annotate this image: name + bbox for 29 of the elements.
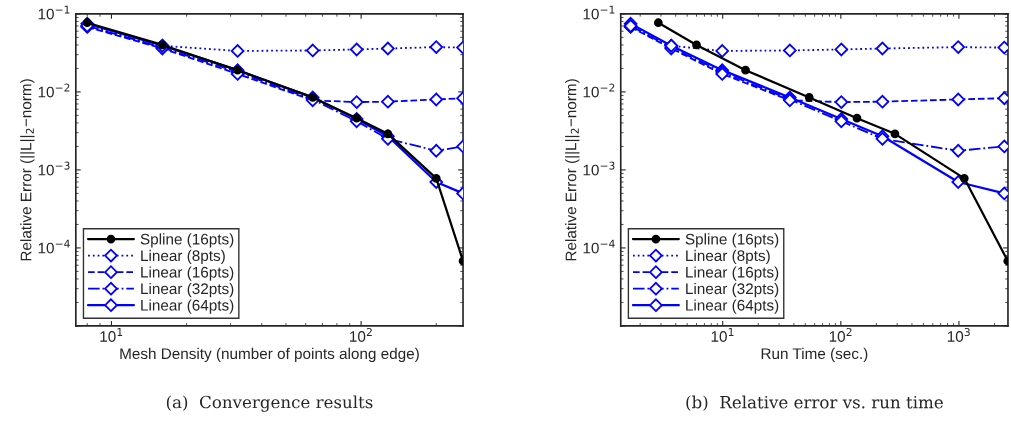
y-tick-label: 10$^{−3}$ xyxy=(583,161,615,176)
legend-label: Linear (16pts) xyxy=(141,266,234,281)
y-tick-label: 10$^{−4}$ xyxy=(38,239,70,254)
y-tick-label: 10$^{−2}$ xyxy=(583,83,615,98)
legend-label: Spline (16pts) xyxy=(685,233,779,248)
legend-label: Linear (8pts) xyxy=(686,249,770,265)
y-tick-label: 10$^{−1}$ xyxy=(583,5,615,20)
legend-label: Linear (32pts) xyxy=(141,282,234,298)
y-tick-label: 10$^{−1}$ xyxy=(38,5,70,20)
text: (b) Relative error vs. run time xyxy=(686,395,943,411)
y-tick-label: 10$^{−4}$ xyxy=(583,239,615,254)
y-axis-title: Relative Error (||L||$_{2}$−norm) xyxy=(20,79,35,261)
y-axis-title: Relative Error (||L||$_{2}$−norm) xyxy=(565,79,580,261)
x-tick-label: 10$^{2}$ xyxy=(350,327,372,342)
legend-label: Linear (64pts) xyxy=(686,299,779,314)
x-tick-label: 10$^{1}$ xyxy=(711,328,734,342)
legend-label: Linear (16pts) xyxy=(686,266,779,281)
legend-label: Linear (8pts) xyxy=(141,249,225,265)
legend-label: Linear (32pts) xyxy=(686,282,779,298)
x-axis-title: Run Time (sec.) xyxy=(761,347,868,363)
y-tick-label: 10$^{−3}$ xyxy=(38,161,70,176)
y-tick-label: 10$^{−2}$ xyxy=(38,83,70,98)
text: (a) Convergence results xyxy=(166,395,373,412)
legend-label: Spline (16pts) xyxy=(140,233,234,248)
x-tick-label: 10$^{3}$ xyxy=(947,327,970,342)
x-axis-title: Mesh Density (number of points along edge) xyxy=(120,347,419,363)
legend-label: Linear (64pts) xyxy=(141,299,234,314)
x-tick-label: 10$^{2}$ xyxy=(829,327,852,342)
x-tick-label: 10$^{1}$ xyxy=(100,328,123,342)
